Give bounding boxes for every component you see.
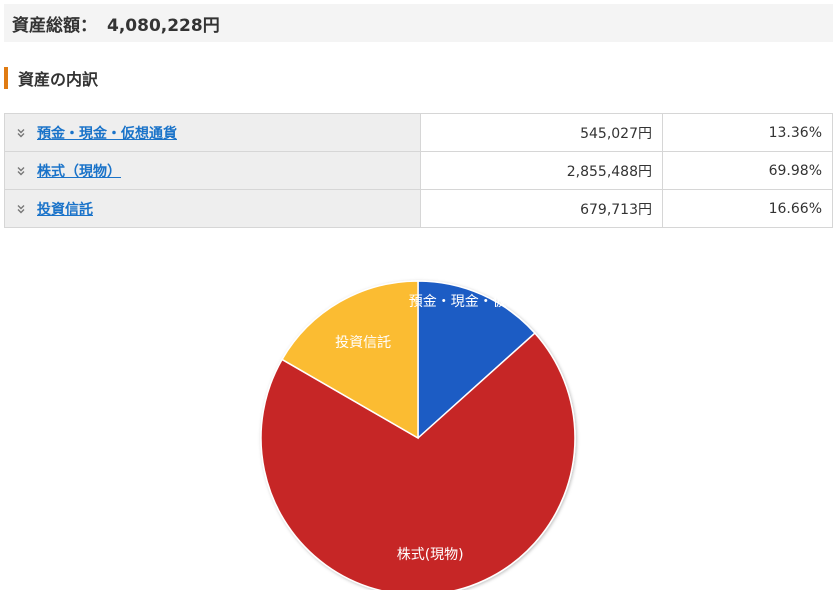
amount-cell: 679,713円 <box>420 189 663 228</box>
percent-cell: 69.98% <box>662 151 833 190</box>
category-cell: 預金・現金・仮想通貨 <box>4 113 421 152</box>
amount-cell: 545,027円 <box>420 113 663 152</box>
total-assets-label: 資産総額： <box>12 15 97 36</box>
pie-slice-0[interactable] <box>417 280 536 440</box>
percent-cell: 16.66% <box>662 189 833 228</box>
category-cell: 投資信託 <box>4 189 421 228</box>
pie-slice-2[interactable] <box>281 280 419 440</box>
total-assets-value: 4,080,228円 <box>107 15 220 36</box>
breakdown-table: 預金・現金・仮想通貨 545,027円 13.36% 株式（現物） 2,855,… <box>4 113 833 228</box>
table-row: 投資信託 679,713円 16.66% <box>4 189 833 228</box>
table-row: 株式（現物） 2,855,488円 69.98% <box>4 151 833 190</box>
amount-cell: 2,855,488円 <box>420 151 663 190</box>
category-link-deposits[interactable]: 預金・現金・仮想通貨 <box>37 125 177 142</box>
pie-label-0: 預金・現金・仮想通貨 <box>409 293 549 310</box>
pie-label-1: 株式(現物) <box>397 547 464 563</box>
category-link-stocks[interactable]: 株式（現物） <box>37 163 121 180</box>
total-assets-bar: 資産総額： 4,080,228円 <box>4 4 833 42</box>
table-row: 預金・現金・仮想通貨 545,027円 13.36% <box>4 113 833 152</box>
chevron-double-down-icon[interactable] <box>15 165 27 177</box>
pie-chart-container: 預金・現金・仮想通貨株式(現物) 投資信託 <box>0 250 834 594</box>
chevron-double-down-icon[interactable] <box>15 203 27 215</box>
pie-label-2: 投資信託 <box>335 335 391 351</box>
section-heading: 資産の内訳 <box>4 66 98 90</box>
category-cell: 株式（現物） <box>4 151 421 190</box>
category-link-funds[interactable]: 投資信託 <box>37 201 93 218</box>
pie-slice-1[interactable] <box>260 332 576 594</box>
section-title: 資産の内訳 <box>18 70 99 89</box>
section-accent-bar <box>4 67 8 89</box>
percent-cell: 13.36% <box>662 113 833 152</box>
chevron-double-down-icon[interactable] <box>15 127 27 139</box>
